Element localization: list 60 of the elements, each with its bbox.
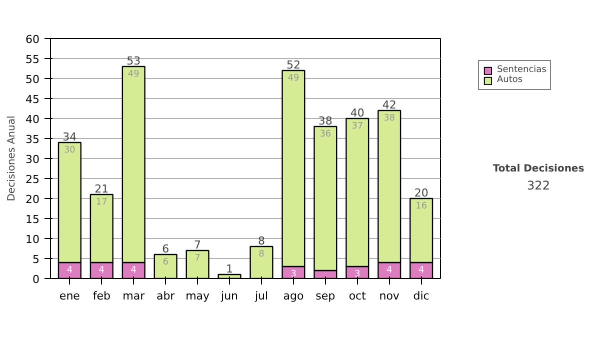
x-tick-label: jun (220, 290, 238, 302)
data-label: 37 (352, 122, 364, 132)
x-tick-label: sep (316, 290, 336, 302)
text: Total Decisiones (492, 164, 584, 175)
y-tick-label: 55 (26, 53, 40, 66)
legend-label: Sentencias (497, 65, 546, 75)
data-label: 6 (162, 258, 169, 268)
total-label: 53 (126, 54, 141, 68)
data-label: 7 (194, 254, 200, 264)
y-tick-label: 35 (26, 133, 40, 146)
y-tick-label: 5 (32, 253, 40, 266)
total-label: 42 (382, 98, 396, 112)
total-label: 52 (286, 58, 300, 72)
total-label: 21 (94, 182, 109, 196)
data-label: 30 (64, 146, 76, 156)
y-axis-title: Decisiones Anual (6, 116, 18, 202)
x-tick-label: feb (92, 290, 110, 302)
x-tick-label: ene (59, 290, 80, 302)
data-label: 4 (418, 266, 424, 276)
total-label: 34 (62, 130, 77, 144)
x-tick-label: may (186, 290, 210, 302)
data-label: 16 (416, 202, 428, 212)
y-tick-label: 20 (26, 193, 40, 206)
data-label: 36 (320, 130, 332, 140)
x-tick-label: oct (348, 290, 367, 302)
total-label: 8 (258, 234, 265, 248)
y-tick-label: 15 (26, 213, 40, 226)
y-tick-label: 40 (26, 113, 40, 126)
data-label: 3 (354, 270, 360, 280)
data-label: 4 (130, 266, 137, 276)
x-tick-label: jul (254, 290, 268, 302)
y-tick-label: 60 (26, 33, 40, 46)
x-tick-label: nov (379, 290, 400, 302)
y-tick-label: 10 (26, 233, 40, 246)
data-label: 38 (384, 114, 396, 124)
x-tick-label: ago (283, 290, 304, 302)
data-label: 4 (386, 266, 392, 276)
x-tick-label: dic (413, 290, 430, 302)
data-label: 49 (128, 70, 140, 80)
data-label: 8 (258, 250, 265, 260)
x-tick-label: abr (156, 290, 176, 302)
y-tick-label: 30 (26, 153, 40, 166)
data-label: 4 (98, 266, 105, 276)
text: 322 (527, 178, 550, 193)
total-label: 40 (350, 106, 364, 120)
total-label: 7 (194, 238, 202, 252)
total-label: 6 (162, 242, 170, 256)
legend-label: Autos (497, 75, 523, 85)
total-label: 1 (226, 262, 234, 276)
total-label: 38 (318, 114, 332, 128)
data-label: 4 (66, 266, 73, 276)
y-tick-label: 0 (32, 273, 40, 286)
data-label: 3 (290, 270, 296, 280)
total-label: 20 (414, 186, 428, 200)
x-tick-label: mar (122, 290, 146, 302)
y-tick-label: 50 (26, 73, 40, 86)
y-tick-label: 25 (26, 173, 40, 186)
data-label: 49 (288, 74, 300, 84)
data-label: 17 (96, 198, 108, 208)
y-tick-label: 45 (26, 93, 40, 106)
